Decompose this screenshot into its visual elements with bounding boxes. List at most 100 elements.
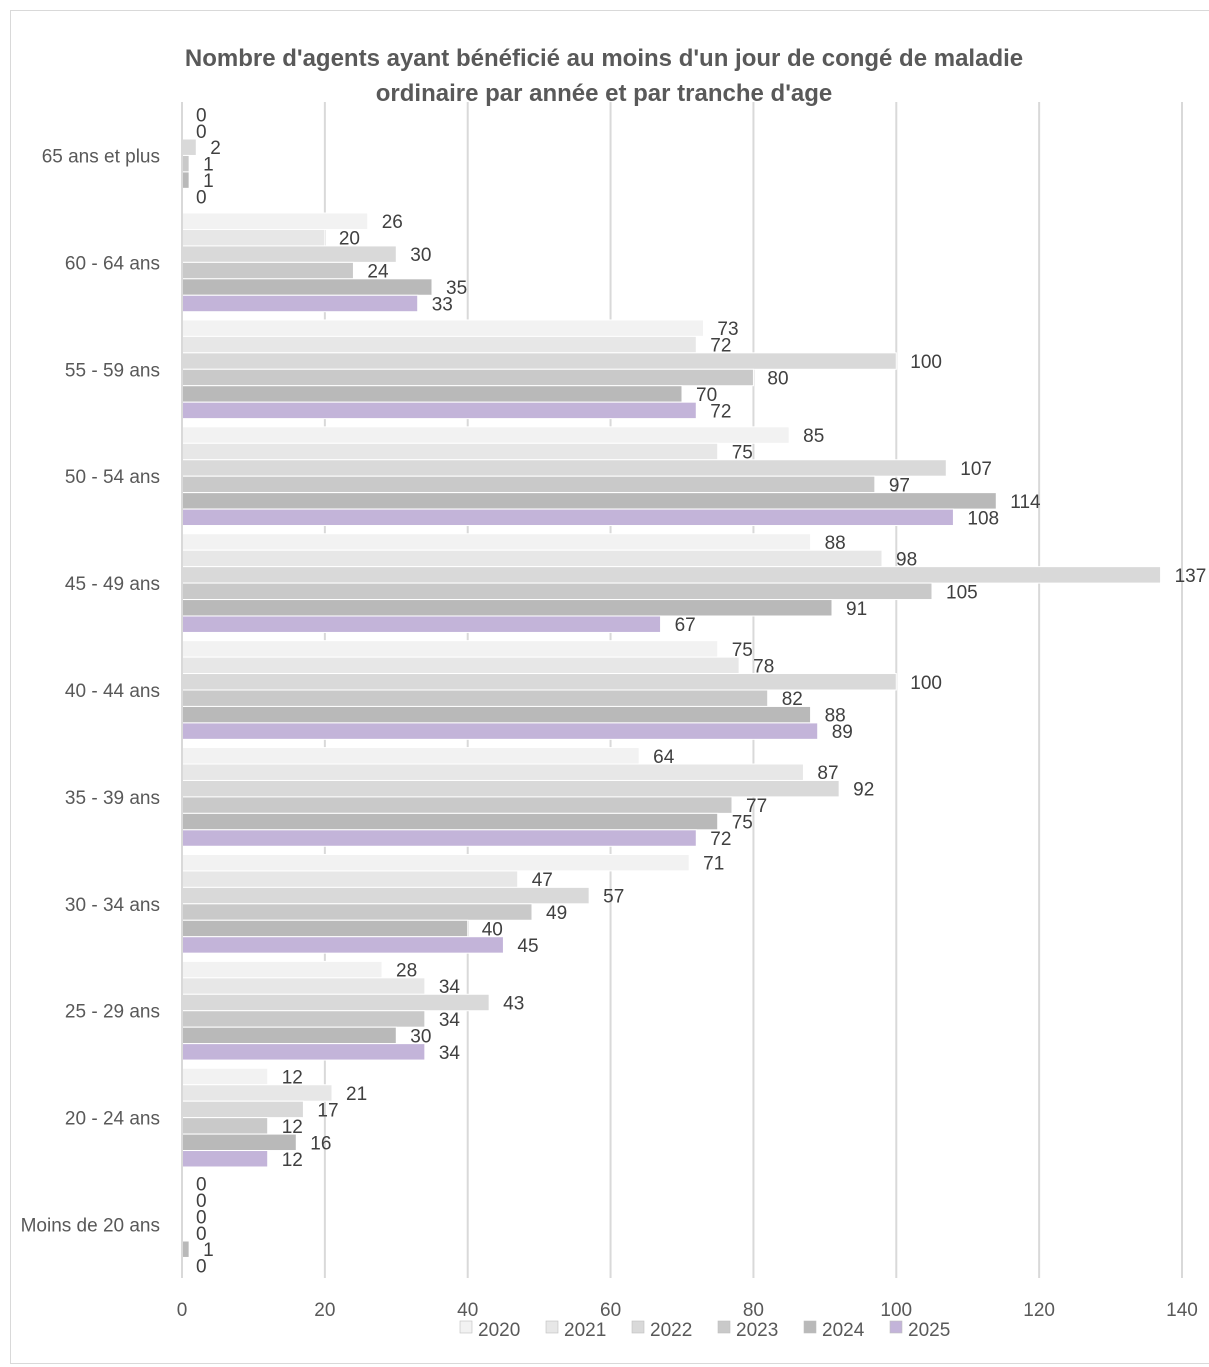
data-label: 30 xyxy=(410,1026,431,1047)
bar xyxy=(181,853,690,872)
bar xyxy=(181,1084,333,1102)
data-label: 114 xyxy=(1010,492,1041,513)
data-label: 57 xyxy=(603,887,624,908)
bar xyxy=(181,936,504,954)
data-label: 17 xyxy=(317,1100,338,1121)
bar xyxy=(181,870,519,888)
bar xyxy=(181,1043,426,1061)
data-label: 45 xyxy=(517,936,538,957)
bar xyxy=(181,722,819,740)
legend-label: 2025 xyxy=(908,1320,950,1341)
legend: 2020 2021 2022 2023 2024 2025 xyxy=(459,1320,950,1341)
data-label: 24 xyxy=(367,262,389,283)
x-tick-label: 60 xyxy=(600,1300,621,1321)
data-label: 78 xyxy=(753,656,774,677)
bar xyxy=(181,747,640,765)
data-label: 1 xyxy=(203,155,214,176)
data-label: 0 xyxy=(196,1174,207,1195)
bar xyxy=(181,1117,269,1135)
data-label: 89 xyxy=(832,722,853,743)
legend-swatch xyxy=(717,1320,731,1334)
bar xyxy=(181,294,419,313)
legend-label: 2024 xyxy=(822,1320,865,1341)
bar xyxy=(181,1100,304,1119)
category-label: 40 - 44 ans xyxy=(65,681,160,702)
data-label: 12 xyxy=(282,1068,303,1089)
bar xyxy=(181,426,790,444)
category-label: 50 - 54 ans xyxy=(65,467,160,488)
bar xyxy=(181,1067,269,1086)
data-label: 73 xyxy=(717,319,738,340)
data-label: 105 xyxy=(946,582,978,603)
bar xyxy=(181,705,812,724)
bar xyxy=(181,615,662,633)
data-label: 0 xyxy=(196,1257,207,1278)
data-label: 40 xyxy=(482,919,503,940)
legend-swatch xyxy=(631,1320,645,1334)
x-tick-label: 140 xyxy=(1166,1300,1198,1321)
bar xyxy=(181,442,719,461)
data-label: 80 xyxy=(767,368,788,389)
bar xyxy=(181,599,833,617)
data-labels: 0021102620302435337372100807072857510797… xyxy=(196,105,1206,1277)
x-tick-label: 0 xyxy=(177,1300,188,1321)
bar xyxy=(181,245,397,263)
data-label: 87 xyxy=(817,763,838,784)
chart-title-line-2: ordinaire par année et par tranche d'age xyxy=(376,80,833,107)
category-label: 65 ans et plus xyxy=(42,146,160,167)
chart-title-line-1: Nombre d'agents ayant bénéficié au moins… xyxy=(185,45,1023,72)
category-label: 30 - 34 ans xyxy=(65,895,160,916)
data-label: 92 xyxy=(853,780,874,801)
bar xyxy=(181,212,369,230)
legend-label: 2021 xyxy=(564,1320,606,1341)
category-label: 55 - 59 ans xyxy=(65,360,160,381)
bar xyxy=(181,335,697,354)
data-label: 85 xyxy=(803,426,824,447)
category-label: 25 - 29 ans xyxy=(65,1002,160,1023)
data-label: 88 xyxy=(825,706,846,727)
data-label: 0 xyxy=(196,1224,207,1245)
data-label: 28 xyxy=(396,961,417,982)
category-label: 60 - 64 ans xyxy=(65,253,160,274)
bar xyxy=(181,960,383,979)
data-label: 107 xyxy=(960,459,992,480)
data-label: 71 xyxy=(703,854,724,875)
bar xyxy=(181,1133,297,1152)
legend-swatch xyxy=(889,1320,903,1334)
data-label: 0 xyxy=(196,105,207,126)
bar xyxy=(181,812,719,831)
data-label: 67 xyxy=(675,615,696,636)
data-label: 12 xyxy=(282,1117,303,1138)
data-label: 77 xyxy=(746,796,767,817)
data-label: 70 xyxy=(696,385,717,406)
legend-label: 2022 xyxy=(650,1320,692,1341)
data-label: 98 xyxy=(896,549,917,570)
legend-label: 2023 xyxy=(736,1320,778,1341)
bars xyxy=(181,138,1162,1258)
data-label: 0 xyxy=(196,1191,207,1212)
data-label: 0 xyxy=(196,1207,207,1228)
data-label: 0 xyxy=(196,122,207,143)
data-label: 91 xyxy=(846,599,867,620)
category-label: 45 - 49 ans xyxy=(65,574,160,595)
category-label: Moins de 20 ans xyxy=(21,1216,160,1237)
x-tick-label: 20 xyxy=(314,1300,335,1321)
bar xyxy=(181,533,812,551)
data-label: 75 xyxy=(732,640,753,661)
data-label: 12 xyxy=(282,1150,303,1171)
legend-label: 2020 xyxy=(478,1320,520,1341)
bar xyxy=(181,829,697,847)
data-label: 64 xyxy=(653,747,675,768)
data-label: 16 xyxy=(310,1133,331,1154)
category-label: 20 - 24 ans xyxy=(65,1109,160,1130)
data-label: 72 xyxy=(710,401,731,422)
bar xyxy=(181,640,719,658)
bar xyxy=(181,1150,269,1168)
data-label: 2 xyxy=(210,138,221,159)
data-label: 75 xyxy=(732,813,753,834)
data-label: 34 xyxy=(439,977,461,998)
legend-swatch xyxy=(545,1320,559,1334)
bar xyxy=(181,228,326,247)
data-label: 82 xyxy=(782,689,803,710)
